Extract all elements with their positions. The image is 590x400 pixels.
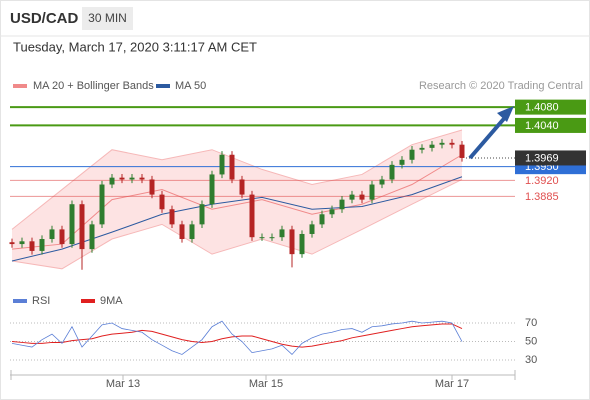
- candle-body: [49, 229, 55, 240]
- y-tick-label: 70: [525, 317, 537, 329]
- legend-label: 9MA: [100, 295, 123, 307]
- candle-body: [459, 144, 465, 158]
- candle-body: [189, 224, 195, 240]
- level-box: [515, 117, 586, 133]
- candle-body: [349, 194, 355, 200]
- candle-body: [419, 147, 425, 150]
- candle-body: [229, 154, 235, 180]
- level-label: 1.4080: [525, 102, 559, 114]
- current-price-box: [515, 150, 586, 166]
- bollinger-upper: [11, 129, 463, 230]
- candle-body: [299, 233, 305, 255]
- candle-body: [329, 209, 335, 215]
- candle-body: [69, 204, 75, 245]
- candle-body: [389, 164, 395, 180]
- forecast-arrowhead: [497, 106, 514, 122]
- candle-body: [309, 224, 315, 234]
- series-line: [11, 323, 463, 348]
- level-label: 1.3920: [525, 175, 559, 187]
- timeframe-box: [82, 7, 133, 30]
- level-label: 1.3885: [525, 191, 559, 203]
- candle-body: [269, 237, 275, 239]
- candle-body: [289, 229, 295, 255]
- ma20-line: [11, 154, 463, 250]
- candle-body: [439, 142, 445, 145]
- candle-body: [209, 174, 215, 205]
- level-box: [515, 99, 586, 115]
- legend-swatch: [156, 84, 170, 88]
- candle-body: [179, 224, 185, 240]
- candle-body: [319, 214, 325, 225]
- candle-body: [219, 154, 225, 175]
- candle-body: [149, 179, 155, 195]
- legend-label: MA 50: [175, 80, 206, 92]
- legend-label: MA 20 + Bollinger Bands: [33, 80, 154, 92]
- candle-body: [139, 177, 145, 180]
- candle-body: [399, 159, 405, 165]
- x-tick-label: Mar 15: [249, 378, 283, 390]
- candle-body: [99, 184, 105, 225]
- candle-body: [409, 149, 415, 160]
- legend-swatch: [81, 299, 95, 303]
- datetime: Tuesday, March 17, 2020 3:11:17 AM CET: [13, 39, 257, 54]
- candle-body: [379, 179, 385, 185]
- candle-body: [199, 204, 205, 225]
- bollinger-fill: [12, 130, 462, 269]
- ma50-line: [11, 176, 463, 262]
- bollinger-lower: [11, 179, 463, 270]
- candle-body: [9, 242, 15, 245]
- forecast-arrow: [468, 112, 510, 160]
- candle-body: [369, 184, 375, 200]
- legend-swatch: [13, 84, 27, 88]
- candle-body: [29, 241, 35, 251]
- legend-swatch: [13, 299, 27, 303]
- candle-body: [359, 194, 365, 200]
- candle-body: [259, 237, 265, 239]
- candle-body: [39, 239, 45, 251]
- candle-body: [339, 199, 345, 210]
- y-tick-label: 50: [525, 335, 537, 347]
- candle-body: [89, 224, 95, 250]
- x-tick-label: Mar 17: [435, 378, 469, 390]
- current-price-label: 1.3969: [525, 152, 559, 164]
- candle-body: [239, 179, 245, 195]
- timeframe: 30 MIN: [88, 11, 127, 25]
- candle-body: [19, 241, 25, 245]
- candle-body: [79, 204, 85, 250]
- series-line: [11, 320, 463, 356]
- candle-body: [249, 194, 255, 238]
- candle-body: [159, 194, 165, 210]
- candle-body: [429, 144, 435, 148]
- candle-body: [59, 229, 65, 245]
- level-label: 1.4040: [525, 120, 559, 132]
- candle-body: [119, 177, 125, 180]
- candle-body: [279, 229, 285, 238]
- y-tick-label: 30: [525, 354, 537, 366]
- candle-body: [449, 142, 455, 145]
- legend-label: RSI: [32, 295, 50, 307]
- candle-body: [169, 209, 175, 225]
- source: Research © 2020 Trading Central: [419, 80, 583, 92]
- candle-body: [129, 177, 135, 180]
- symbol: USD/CAD: [10, 10, 79, 27]
- x-tick-label: Mar 13: [106, 378, 140, 390]
- candle-body: [109, 177, 115, 185]
